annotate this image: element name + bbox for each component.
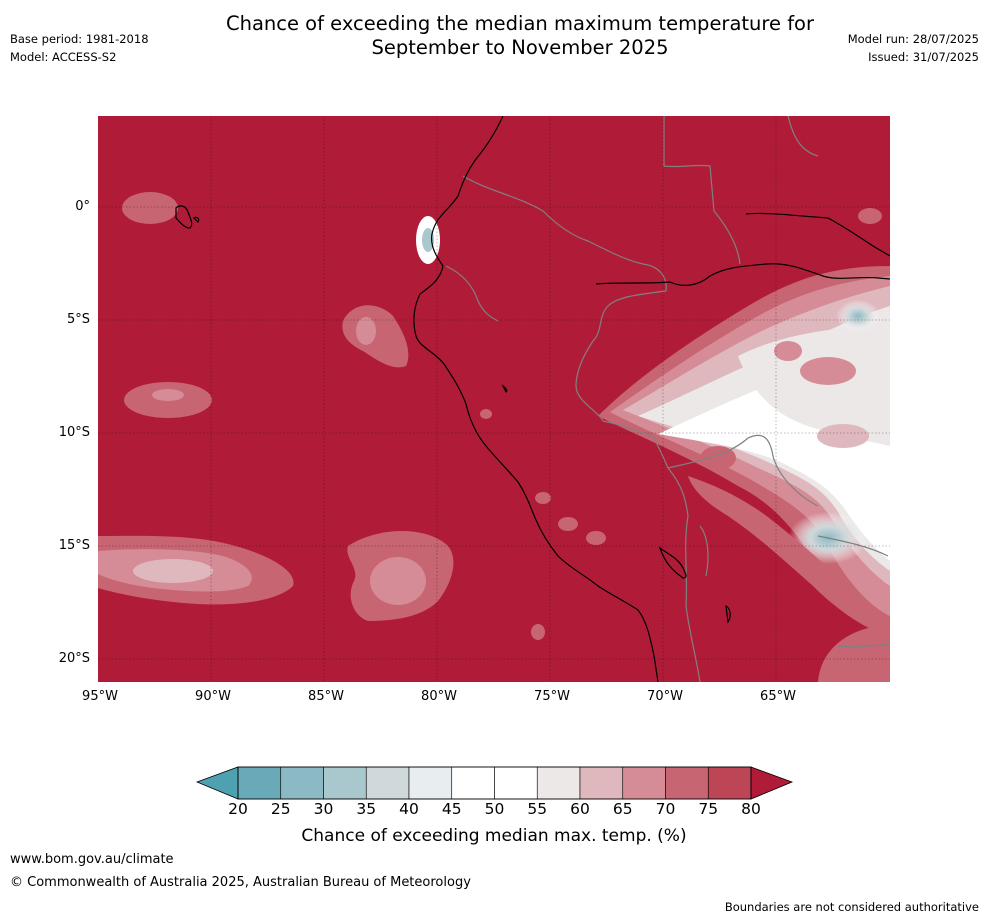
colorbar-tick-label: 35	[356, 800, 377, 818]
patch-small-1	[535, 492, 551, 504]
lat-label-15s: 15°S	[58, 538, 90, 553]
pacific-coast	[413, 116, 659, 682]
boundary-disclaimer: Boundaries are not considered authoritat…	[724, 900, 979, 914]
contour-60-patch	[817, 424, 869, 448]
base-period: Base period: 1981-2018	[10, 32, 149, 46]
amazon-river	[595, 263, 890, 286]
colorbar-cell	[494, 766, 538, 800]
patch-small-3	[586, 531, 606, 545]
lat-label-20s: 20°S	[58, 651, 90, 666]
colorbar-tick-label: 75	[698, 800, 719, 818]
colorbar-cell	[707, 766, 752, 800]
lon-label-80w: 80°W	[421, 689, 457, 704]
colorbar	[196, 766, 794, 800]
title-line-2: September to November 2025	[371, 36, 669, 59]
bolivia-warm-strip	[688, 476, 890, 636]
small-island-2	[725, 604, 731, 624]
country-borders	[445, 116, 890, 682]
lat-label-10s: 10°S	[58, 425, 90, 440]
lon-label-75w: 75°W	[534, 689, 570, 704]
blue-spot-north	[836, 300, 880, 332]
contour-65-patch-2	[700, 446, 736, 470]
patch-8s-inner	[152, 389, 184, 401]
titicaca	[658, 546, 687, 579]
title-line-1: Chance of exceeding the median maximum t…	[225, 12, 815, 35]
patch-small-2	[558, 517, 578, 531]
colorbar-cell	[451, 766, 495, 800]
colorbar-tick-label: 45	[441, 800, 462, 818]
patch-16s-mid-inner	[370, 557, 426, 605]
map-title: Chance of exceeding the median maximum t…	[0, 12, 988, 60]
colorbar-label: Chance of exceeding median max. temp. (%…	[301, 826, 687, 846]
model-run: Model run: 28/07/2025	[847, 32, 979, 46]
patch-15s-west-60	[133, 559, 213, 583]
lon-label-65w: 65°W	[760, 689, 796, 704]
issued-date: Issued: 31/07/2025	[868, 50, 979, 64]
colorbar-cell	[365, 766, 410, 800]
lat-label-5s: 5°S	[66, 312, 90, 327]
colorbar-tick-label: 20	[228, 800, 248, 818]
lon-label-70w: 70°W	[647, 689, 683, 704]
coastlines	[175, 116, 890, 682]
galapagos-1	[175, 205, 193, 229]
colorbar-cell	[408, 766, 453, 800]
colorbar-cell	[579, 766, 624, 800]
lon-label-85w: 85°W	[308, 689, 344, 704]
coastal-spot-blue	[422, 228, 434, 252]
colorbar-tick-label: 25	[270, 800, 291, 818]
small-island-1	[501, 384, 508, 393]
contour-65-patch-3	[774, 341, 802, 361]
colorbar-tick-label: 55	[527, 800, 548, 818]
lat-label-0: 0°	[75, 199, 90, 214]
colorbar-tick-label: 60	[570, 800, 590, 818]
north-coast	[745, 212, 890, 257]
contour-65-patch-1	[800, 357, 856, 385]
patch-5s	[342, 305, 409, 368]
patch-small-6	[480, 409, 492, 419]
colorbar-tick-label: 80	[741, 800, 761, 818]
colorbar-cell	[237, 766, 282, 800]
colorbar-tick-label: 30	[313, 800, 334, 818]
lon-label-95w: 95°W	[82, 689, 118, 704]
gridlines	[98, 116, 890, 682]
patch-small-5	[858, 208, 882, 224]
colorbar-under-arrow	[196, 766, 239, 800]
galapagos-2	[192, 216, 200, 223]
colorbar-cell	[536, 766, 581, 800]
patch-small-4	[531, 624, 545, 640]
forecast-map	[98, 116, 890, 682]
colorbar-tick-label: 40	[399, 800, 419, 818]
contour-se-corner	[818, 626, 890, 682]
colorbar-tick-label: 65	[612, 800, 633, 818]
patch-5s-inner	[356, 317, 376, 345]
website-link[interactable]: www.bom.gov.au/climate	[10, 852, 174, 867]
model-name: Model: ACCESS-S2	[10, 50, 117, 64]
colorbar-over-arrow	[750, 766, 794, 800]
colorbar-cell	[622, 766, 666, 800]
colorbar-cell	[323, 766, 367, 800]
lon-label-90w: 90°W	[195, 689, 231, 704]
colorbar-cell	[665, 766, 709, 800]
colorbar-tick-label: 50	[484, 800, 505, 818]
colorbar-cell	[280, 766, 324, 800]
colorbar-tick-label: 70	[655, 800, 676, 818]
copyright-text: © Commonwealth of Australia 2025, Austra…	[10, 875, 471, 890]
galapagos-patch	[122, 192, 178, 224]
